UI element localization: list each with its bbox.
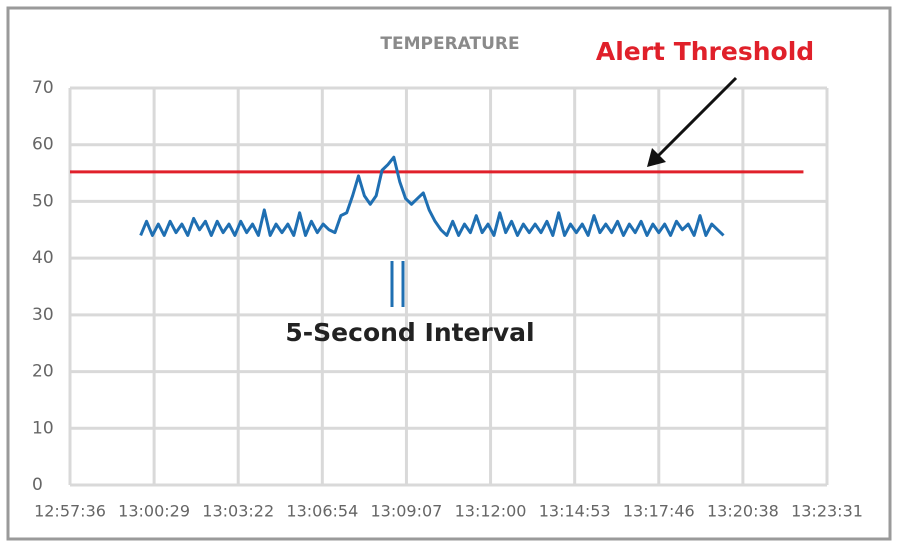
x-tick-label: 13:03:22	[202, 502, 274, 521]
chart-title: TEMPERATURE	[380, 34, 519, 54]
y-tick-label: 50	[32, 191, 54, 211]
y-tick-label: 0	[32, 475, 43, 495]
y-tick-label: 40	[32, 248, 54, 268]
threshold-label: Alert Threshold	[596, 37, 814, 66]
x-tick-label: 13:09:07	[371, 502, 443, 521]
x-tick-label: 13:14:53	[539, 502, 611, 521]
x-tick-label: 13:23:31	[791, 502, 863, 521]
y-tick-label: 10	[32, 418, 54, 438]
annotation: 5-Second Interval	[285, 318, 534, 347]
x-tick-label: 13:12:00	[455, 502, 527, 521]
grid	[68, 86, 829, 487]
x-tick-label: 13:17:46	[623, 502, 695, 521]
x-tick-label: 12:57:36	[34, 502, 106, 521]
y-tick-label: 30	[32, 305, 54, 325]
x-tick-label: 13:06:54	[286, 502, 358, 521]
data-line	[139, 155, 725, 237]
y-tick-label: 70	[32, 78, 54, 98]
y-tick-label: 20	[32, 362, 54, 382]
x-tick-label: 13:00:29	[118, 502, 190, 521]
arrow-shaft	[656, 76, 738, 158]
x-tick-label: 13:20:38	[707, 502, 779, 521]
y-tick-label: 60	[32, 135, 54, 155]
arrow-head	[647, 148, 666, 167]
